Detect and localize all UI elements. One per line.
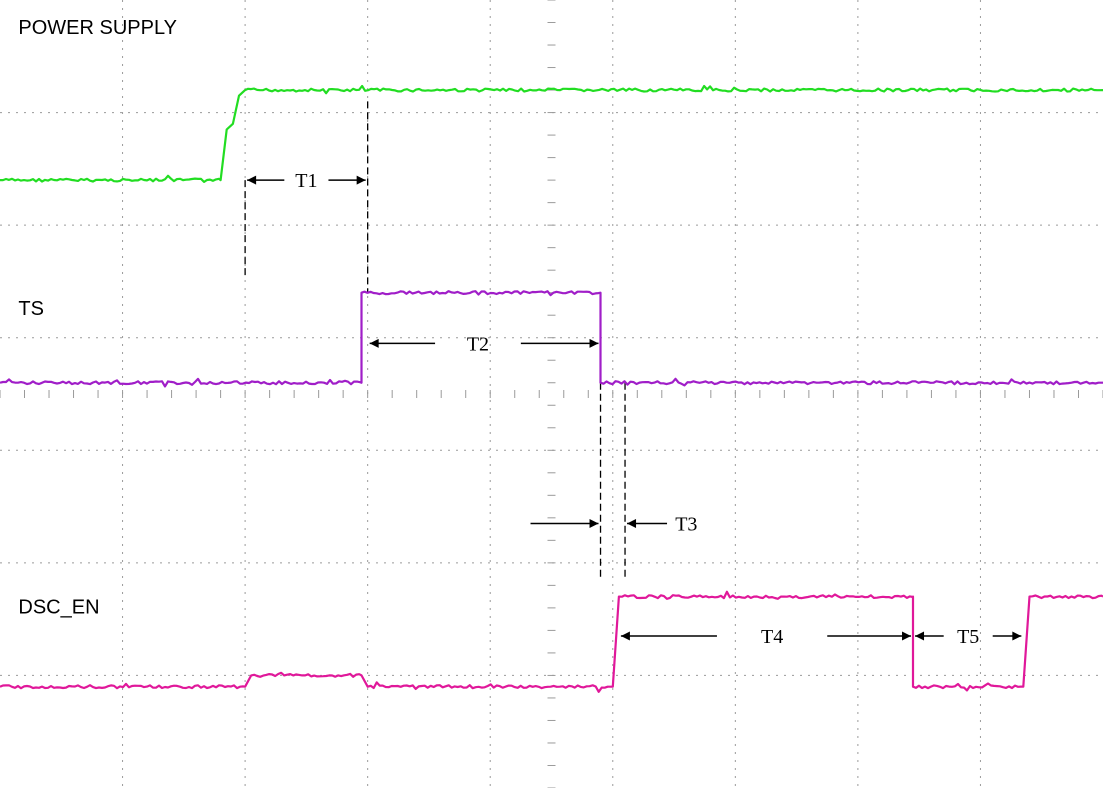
arrowhead — [1012, 631, 1022, 641]
arrowhead — [627, 518, 637, 528]
timing-label: T1 — [295, 170, 317, 192]
arrowhead — [620, 631, 630, 641]
timing-label: T4 — [761, 626, 783, 648]
timing-markers — [244, 101, 626, 580]
arrowhead — [356, 175, 366, 185]
trace-dsc-en — [0, 590, 1103, 693]
timing-label: T5 — [957, 626, 979, 648]
trace-power-supply — [0, 84, 1103, 183]
timing-label: T2 — [467, 333, 489, 355]
arrowhead — [589, 338, 599, 348]
arrowhead — [915, 631, 925, 641]
timing-label: T3 — [675, 513, 697, 535]
signal-labels: POWER SUPPLY TS DSC_EN — [18, 17, 177, 619]
arrowhead — [247, 175, 257, 185]
signal-label: DSC_EN — [18, 597, 99, 619]
signal-label: TS — [18, 298, 44, 320]
trace-ts — [0, 290, 1103, 388]
signal-label: POWER SUPPLY — [18, 17, 177, 39]
signal-traces — [0, 84, 1103, 693]
arrowhead — [589, 518, 599, 528]
arrowhead — [369, 338, 379, 348]
timing-annotations: T1 T2 T3 T4 T5 — [247, 170, 1022, 648]
arrowhead — [902, 631, 912, 641]
